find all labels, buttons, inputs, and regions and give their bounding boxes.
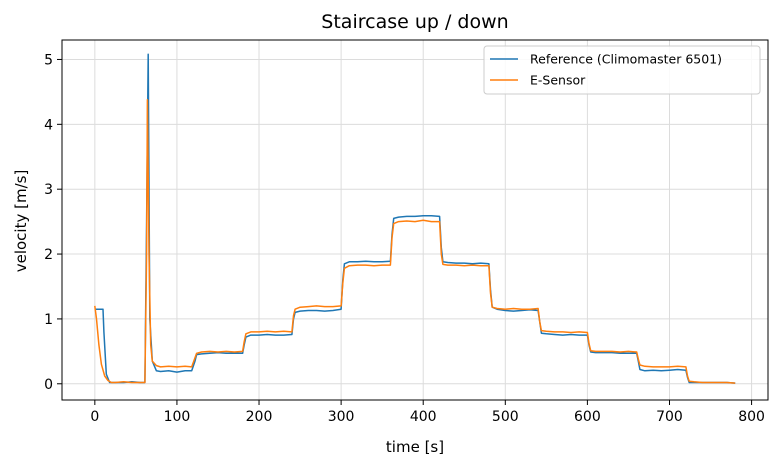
grid-layer (62, 40, 768, 400)
x-tick-label: 800 (738, 409, 765, 425)
legend-label: Reference (Climomaster 6501) (530, 52, 722, 67)
x-tick-label: 600 (574, 409, 601, 425)
legend-box (483, 45, 761, 95)
plot-frame (61, 39, 769, 401)
y-tick-label: 5 (44, 52, 53, 68)
x-axis-label: time [s] (386, 438, 444, 456)
x-tick-label: 100 (164, 409, 191, 425)
legend-label: E-Sensor (530, 73, 586, 88)
series-layer (94, 53, 736, 384)
x-tick-label: 400 (410, 409, 437, 425)
series-line-1 (94, 53, 736, 384)
legend: Reference (Climomaster 6501) E-Sensor (483, 45, 761, 95)
y-tick-label: 1 (44, 312, 53, 328)
y-axis-label: velocity [m/s] (12, 170, 30, 273)
chart-title: Staircase up / down (321, 11, 508, 33)
x-tick-label: 500 (492, 409, 519, 425)
x-tick-label: 700 (656, 409, 683, 425)
y-tick-label: 3 (44, 182, 53, 198)
series-line-2 (94, 98, 736, 384)
x-tick-label: 300 (328, 409, 355, 425)
x-tick-label: 0 (90, 409, 99, 425)
tick-layer: 0 100 200 300 400 500 600 700 800 0 1 2 3 4 5 (44, 52, 765, 425)
y-tick-label: 0 (44, 377, 53, 393)
x-tick-label: 200 (246, 409, 273, 425)
y-tick-label: 4 (44, 117, 53, 133)
y-tick-label: 2 (44, 247, 53, 263)
